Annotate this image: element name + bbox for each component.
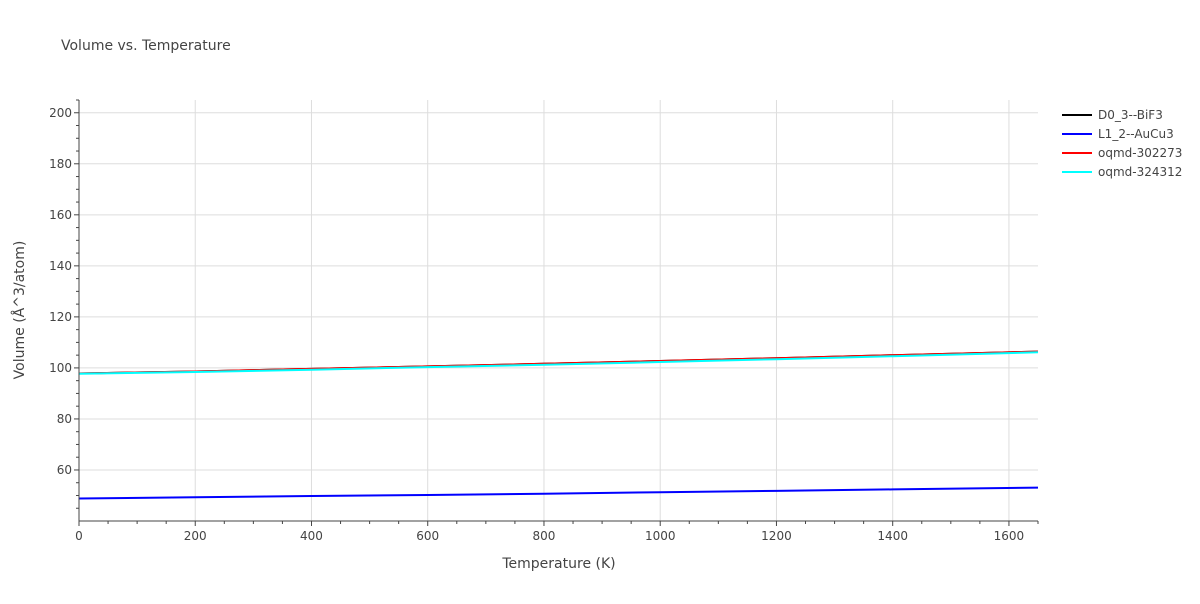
x-axis-label: Temperature (K) <box>501 556 615 572</box>
legend-item[interactable]: L1_2--AuCu3 <box>1062 127 1174 141</box>
x-tick-label: 1600 <box>994 529 1025 543</box>
y-axis-label: Volume (Å^3/atom) <box>11 241 28 380</box>
y-tick-label: 120 <box>49 310 72 324</box>
y-tick-label: 60 <box>57 463 72 477</box>
legend-label: oqmd-324312 <box>1098 165 1182 179</box>
legend-label: L1_2--AuCu3 <box>1098 127 1174 141</box>
legend-item[interactable]: oqmd-324312 <box>1062 165 1182 179</box>
x-tick-label: 1000 <box>645 529 676 543</box>
y-tick-label: 140 <box>49 259 72 273</box>
tick-labels: 0 200 400 600 800 1000 1200 1400 1600 60 80 100 120 1… <box>49 106 1024 543</box>
legend-label: D0_3--BiF3 <box>1098 108 1163 122</box>
x-tick-label: 200 <box>184 529 207 543</box>
x-tick-label: 1400 <box>877 529 908 543</box>
x-tick-label: 0 <box>75 529 83 543</box>
legend[interactable]: D0_3--BiF3 L1_2--AuCu3 oqmd-302273 oqmd-324… <box>1062 108 1182 179</box>
x-tick-label: 600 <box>416 529 439 543</box>
y-tick-label: 160 <box>49 208 72 222</box>
series-line-oqmd-302273 <box>78 350 1039 375</box>
grid-lines <box>79 100 1038 521</box>
axes <box>74 99 1039 526</box>
y-tick-label: 200 <box>49 106 72 120</box>
legend-item[interactable]: oqmd-302273 <box>1062 146 1182 160</box>
y-tick-label: 80 <box>57 412 72 426</box>
y-tick-label: 100 <box>49 361 72 375</box>
x-tick-label: 800 <box>533 529 556 543</box>
y-tick-label: 180 <box>49 157 72 171</box>
legend-label: oqmd-302273 <box>1098 146 1182 160</box>
series-line-L1_2--AuCu3 <box>78 486 1039 500</box>
series-line-oqmd-324312 <box>78 351 1039 375</box>
x-tick-label: 400 <box>300 529 323 543</box>
x-tick-label: 1200 <box>761 529 792 543</box>
series-lines <box>78 350 1039 500</box>
chart-title: Volume vs. Temperature <box>61 38 231 54</box>
legend-item[interactable]: D0_3--BiF3 <box>1062 108 1163 122</box>
